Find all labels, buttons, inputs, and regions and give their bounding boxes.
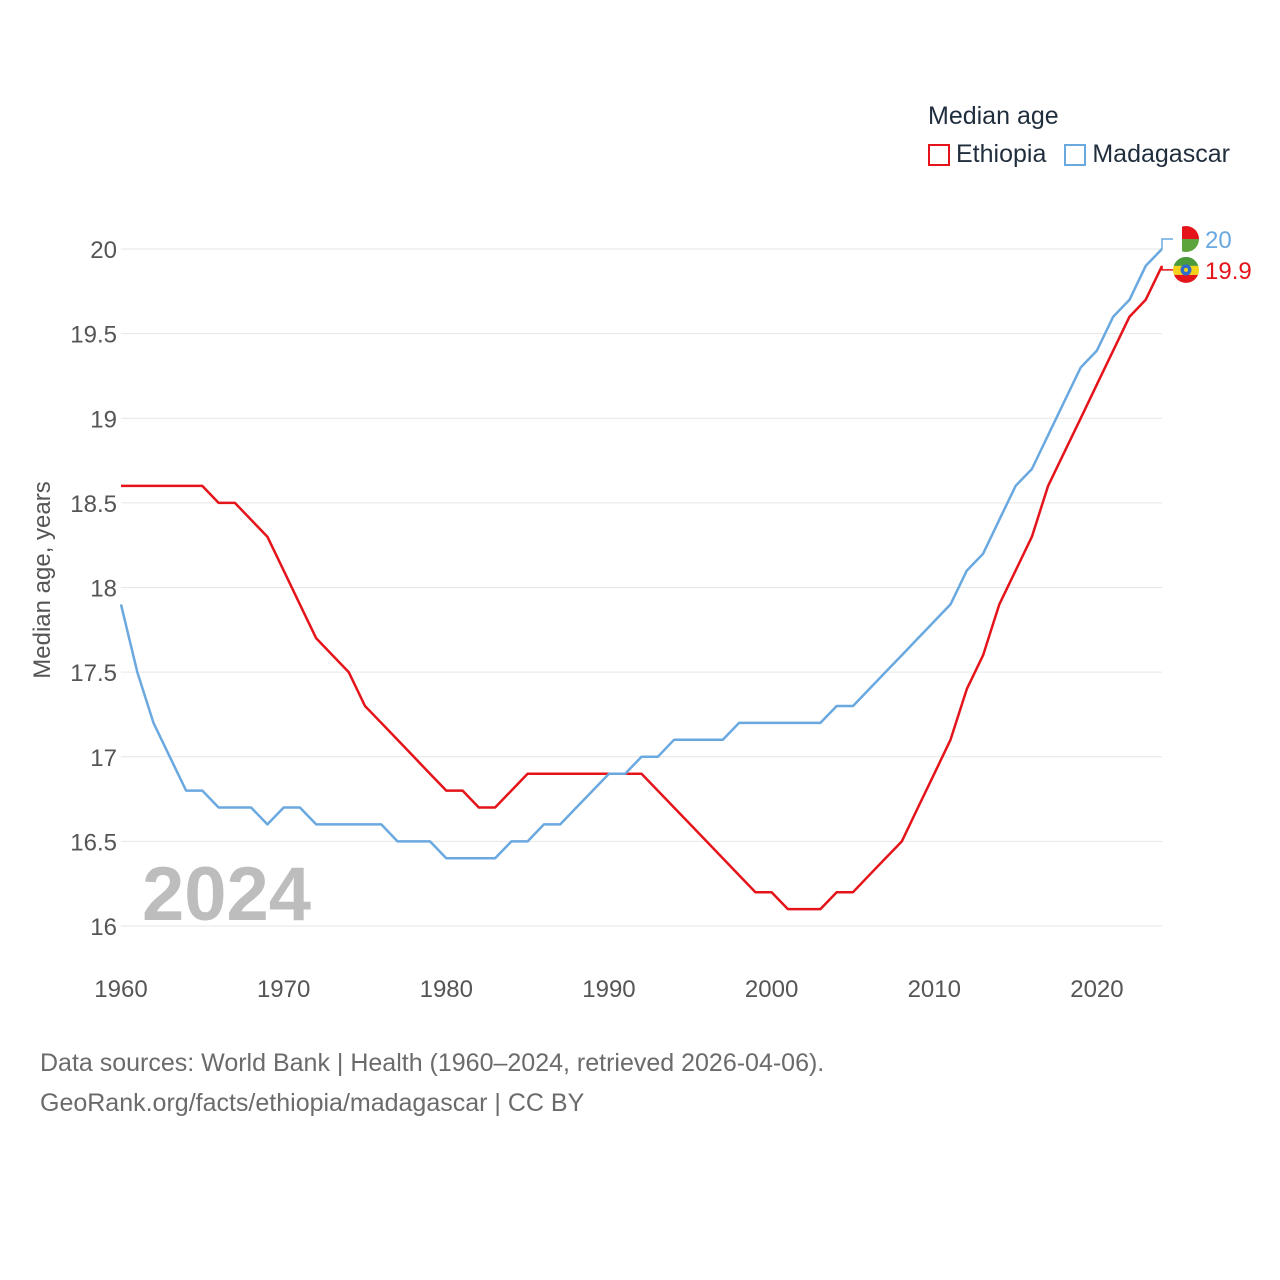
x-tick-label: 1990 bbox=[582, 976, 635, 1003]
legend-title: Median age bbox=[928, 102, 1059, 130]
x-axis-ticks: 1960 1970 1980 1990 2000 2010 2020 bbox=[94, 976, 1123, 1003]
y-tick-label: 20 bbox=[90, 237, 117, 264]
y-tick-label: 16 bbox=[90, 914, 117, 941]
y-tick-label: 19.5 bbox=[70, 322, 117, 349]
series-lines bbox=[119, 248, 1164, 911]
end-markers: 20 19.9 bbox=[1161, 226, 1252, 285]
x-tick-label: 1970 bbox=[257, 976, 310, 1003]
ethiopia-flag-icon bbox=[1173, 256, 1199, 283]
madagascar-flag-icon bbox=[1173, 226, 1199, 252]
footer-sources: Data sources: World Bank | Health (1960–… bbox=[40, 1049, 825, 1077]
x-tick-label: 2020 bbox=[1070, 976, 1123, 1003]
y-tick-label: 17 bbox=[90, 745, 117, 772]
footer-link[interactable]: GeoRank.org/facts/ethiopia/madagascar | … bbox=[40, 1089, 585, 1117]
end-connector-madagascar bbox=[1161, 238, 1174, 249]
series-line-madagascar[interactable] bbox=[119, 248, 1163, 860]
x-tick-label: 1960 bbox=[94, 976, 147, 1003]
legend-item-madagascar[interactable]: Madagascar bbox=[1064, 140, 1230, 169]
x-tick-label: 2000 bbox=[745, 976, 798, 1003]
footer: Data sources: World Bank | Health (1960–… bbox=[40, 1043, 824, 1123]
y-tick-label: 19 bbox=[90, 406, 117, 433]
legend-swatch-madagascar bbox=[1064, 143, 1087, 166]
y-tick-label: 16.5 bbox=[70, 829, 117, 856]
y-tick-label: 17.5 bbox=[70, 660, 117, 687]
legend: Median age Ethiopia Madagascar bbox=[928, 100, 1230, 169]
legend-label-madagascar: Madagascar bbox=[1092, 140, 1230, 168]
y-tick-label: 18.5 bbox=[70, 491, 117, 518]
legend-label-ethiopia: Ethiopia bbox=[956, 140, 1047, 168]
end-label-ethiopia: 19.9 bbox=[1205, 258, 1252, 285]
x-tick-label: 2010 bbox=[908, 976, 961, 1003]
y-axis-label: Median age, years bbox=[29, 481, 56, 678]
y-tick-label: 18 bbox=[90, 576, 117, 603]
y-axis-ticks: 16 16.5 17 17.5 18 18.5 19 19.5 20 bbox=[70, 237, 117, 941]
year-watermark: 2024 bbox=[142, 852, 311, 937]
legend-item-ethiopia[interactable]: Ethiopia bbox=[928, 140, 1046, 169]
series-line-ethiopia[interactable] bbox=[121, 265, 1164, 911]
end-connector-ethiopia bbox=[1161, 265, 1174, 271]
x-tick-label: 1980 bbox=[420, 976, 473, 1003]
grid-lines bbox=[121, 248, 1162, 927]
end-label-madagascar: 20 bbox=[1205, 227, 1232, 254]
legend-swatch-ethiopia bbox=[928, 143, 950, 166]
